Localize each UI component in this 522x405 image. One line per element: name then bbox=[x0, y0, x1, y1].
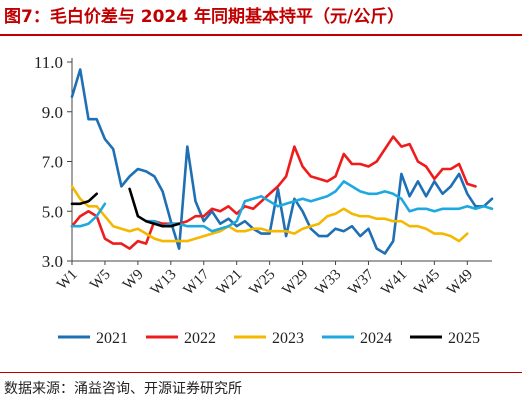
x-tick-label: W41 bbox=[378, 267, 410, 299]
series-line-2025 bbox=[70, 187, 181, 228]
x-tick-label: W17 bbox=[181, 266, 213, 298]
x-tick-label: W25 bbox=[247, 267, 279, 299]
chart-title: 图7：毛白价差与 2024 年同期基本持平（元/公斤） bbox=[4, 7, 405, 27]
legend-label-2024: 2024 bbox=[360, 330, 392, 347]
x-tick-label: W21 bbox=[214, 267, 246, 299]
x-tick-label: W33 bbox=[312, 267, 344, 299]
data-source-note: 数据来源：涌益咨询、开源证券研究所 bbox=[4, 381, 242, 397]
series-line-2023 bbox=[70, 185, 469, 243]
chart-axes: 3.05.07.09.011.0W1 W5 W9 W13 W17 W21 W25 W29 W33… bbox=[34, 53, 492, 298]
chart-legend: 2021 2022 2023 2024 2025 bbox=[58, 330, 480, 347]
x-tick-label: W9 bbox=[120, 267, 147, 294]
legend-label-2021: 2021 bbox=[96, 330, 128, 347]
x-tick-label: W37 bbox=[345, 266, 377, 298]
series-line-2022 bbox=[70, 135, 477, 250]
x-tick-label: W5 bbox=[87, 267, 114, 294]
series-line-2021 bbox=[70, 68, 494, 255]
series-line-2024 bbox=[70, 180, 494, 233]
legend-label-2025: 2025 bbox=[448, 330, 480, 347]
x-tick-label: W49 bbox=[444, 267, 476, 299]
footer-rule bbox=[0, 372, 522, 373]
y-tick-label: 7.0 bbox=[42, 153, 63, 172]
x-tick-label: W45 bbox=[411, 267, 443, 299]
x-tick-label: W13 bbox=[148, 267, 180, 299]
y-tick-label: 11.0 bbox=[34, 53, 63, 72]
y-tick-label: 3.0 bbox=[42, 252, 63, 271]
x-tick-label: W29 bbox=[279, 267, 311, 299]
title-underline bbox=[0, 34, 522, 36]
y-tick-label: 5.0 bbox=[42, 202, 63, 221]
y-tick-label: 9.0 bbox=[42, 103, 63, 122]
line-chart: 3.05.07.09.011.0W1 W5 W9 W13 W17 W21 W25 W29 W33… bbox=[34, 53, 494, 347]
series-layer bbox=[70, 68, 494, 255]
legend-label-2023: 2023 bbox=[272, 330, 304, 347]
legend-label-2022: 2022 bbox=[184, 330, 216, 347]
